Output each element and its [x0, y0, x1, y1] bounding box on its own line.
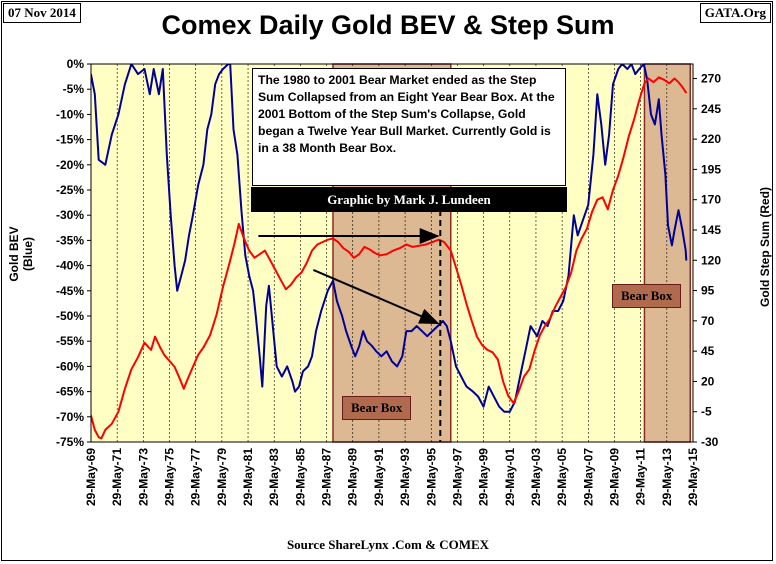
x-tick-label: 29-May-89 — [346, 448, 360, 506]
right-tick-label: 195 — [701, 162, 721, 176]
x-tick-label: 29-May-09 — [607, 448, 621, 506]
x-tick-label: 29-May-77 — [189, 448, 203, 506]
x-tick-label: 29-May-91 — [372, 448, 386, 506]
x-tick-label: 29-May-13 — [660, 448, 674, 506]
left-tick-label: -30% — [56, 208, 84, 222]
right-tick-label: 70 — [701, 314, 715, 328]
bear-box-label-1: Bear Box — [342, 396, 412, 420]
left-tick-label: -40% — [56, 259, 84, 273]
bear-box-2 — [643, 63, 692, 443]
right-tick-label: 270 — [701, 72, 721, 86]
right-tick-label: 95 — [701, 284, 715, 298]
left-tick-label: -10% — [56, 107, 84, 121]
left-tick-label: -55% — [56, 334, 84, 348]
left-tick-label: 0% — [67, 57, 85, 71]
right-tick-label: 220 — [701, 132, 721, 146]
left-tick-label: -70% — [56, 410, 84, 424]
date-label: 07 Nov 2014 — [3, 3, 81, 23]
x-tick-label: 29-May-69 — [84, 448, 98, 506]
x-tick-label: 29-May-93 — [398, 448, 412, 506]
right-tick-label: -5 — [701, 405, 712, 419]
left-tick-label: -20% — [56, 158, 84, 172]
left-tick-label: -60% — [56, 359, 84, 373]
left-tick-label: -15% — [56, 133, 84, 147]
right-tick-label: -30 — [701, 435, 719, 449]
x-tick-label: 29-May-95 — [424, 448, 438, 506]
left-tick-label: -25% — [56, 183, 84, 197]
x-tick-label: 29-May-71 — [110, 448, 124, 506]
x-tick-label: 29-May-05 — [555, 448, 569, 506]
left-tick-label: -45% — [56, 284, 84, 298]
x-tick-label: 29-May-99 — [477, 448, 491, 506]
left-tick-label: -35% — [56, 233, 84, 247]
right-axis-label: Gold Step Sum (Red) — [758, 187, 772, 307]
annotation-arrow-2 — [312, 269, 440, 325]
left-tick-label: -5% — [63, 82, 85, 96]
chart-title: Comex Daily Gold BEV & Step Sum — [161, 10, 615, 40]
right-tick-label: 45 — [701, 344, 715, 358]
x-tick-label: 29-May-75 — [163, 448, 177, 506]
x-tick-label: 29-May-97 — [450, 448, 464, 506]
right-tick-label: 145 — [701, 223, 721, 237]
right-tick-label: 20 — [701, 374, 715, 388]
x-tick-label: 29-May-07 — [581, 448, 595, 506]
x-tick-label: 29-May-87 — [320, 448, 334, 506]
left-tick-label: -75% — [56, 435, 84, 449]
credit-banner: Graphic by Mark J. Lundeen — [251, 187, 567, 212]
bear-box-label-2: Bear Box — [612, 284, 682, 308]
plot-border — [90, 63, 694, 443]
x-tick-label: 29-May-83 — [267, 448, 281, 506]
x-tick-label: 29-May-11 — [634, 448, 648, 506]
right-tick-label: 245 — [701, 102, 721, 116]
source-note: Source ShareLynx .Com & COMEX — [286, 537, 490, 552]
left-tick-label: -50% — [56, 309, 84, 323]
left-axis-label: Gold BEV (Blue) — [7, 226, 35, 282]
left-tick-label: -65% — [56, 385, 84, 399]
right-tick-label: 120 — [701, 253, 721, 267]
x-tick-label: 29-May-81 — [241, 448, 255, 506]
x-tick-label: 29-May-15 — [686, 448, 700, 506]
x-tick-label: 29-May-73 — [136, 448, 150, 506]
gold-bev-line — [91, 64, 688, 413]
x-tick-label: 29-May-03 — [529, 448, 543, 506]
right-tick-label: 170 — [701, 193, 721, 207]
x-tick-label: 29-May-01 — [503, 448, 517, 506]
x-tick-label: 29-May-79 — [215, 448, 229, 506]
annotation-box: The 1980 to 2001 Bear Market ended as th… — [252, 68, 566, 186]
gold-step-sum-line — [91, 76, 688, 440]
org-label: GATA.Org — [699, 3, 771, 23]
x-tick-label: 29-May-85 — [293, 448, 307, 506]
